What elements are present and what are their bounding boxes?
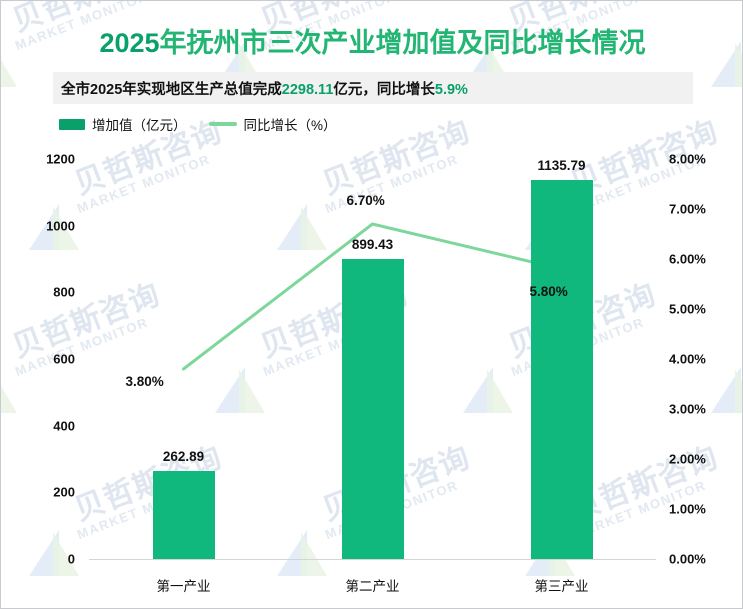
legend-line-label: 同比增长（%） <box>243 118 337 133</box>
legend-bar-label: 增加值（亿元） <box>92 118 187 133</box>
bar[interactable] <box>341 259 404 559</box>
bar[interactable] <box>152 471 215 559</box>
y-axis-right-tick: 7.00% <box>669 201 706 217</box>
y-axis-right-tick: 3.00% <box>669 401 706 417</box>
legend-bar-swatch-icon <box>59 118 85 130</box>
y-axis-left-tick: 1200 <box>46 151 75 167</box>
bar-value-label: 899.43 <box>351 237 394 253</box>
legend-line-swatch-icon <box>208 122 237 126</box>
subtitle-gdp-value: 2298.11 <box>281 81 334 98</box>
bar[interactable] <box>530 180 593 559</box>
subtitle-bar: 全市2025年实现地区生产总值完成2298.11亿元，同比增长5.9% <box>53 72 693 104</box>
y-axis-left-tick: 400 <box>53 418 75 434</box>
y-axis-left-tick: 200 <box>53 484 75 500</box>
category-label: 第三产业 <box>534 579 589 594</box>
y-axis-right-tick: 0.00% <box>669 551 706 567</box>
y-axis-right-tick: 8.00% <box>669 151 706 167</box>
line-value-label: 3.80% <box>125 374 164 389</box>
category-label: 第一产业 <box>156 579 211 594</box>
category-label: 第二产业 <box>345 579 400 594</box>
legend-item-line[interactable]: 同比增长（%） <box>208 114 337 134</box>
y-axis-left-tick: 600 <box>53 351 75 367</box>
y-axis-right-tick: 4.00% <box>669 351 706 367</box>
y-axis-right-tick: 2.00% <box>669 451 706 467</box>
y-axis-left-tick: 800 <box>53 284 75 300</box>
title-year: 2025 <box>99 28 160 58</box>
chart-legend: 增加值（亿元） 同比增长（%） <box>59 113 337 135</box>
bar-value-label: 262.89 <box>162 449 205 465</box>
legend-item-bar[interactable]: 增加值（亿元） <box>59 114 187 134</box>
bar-value-label: 1135.79 <box>537 158 586 174</box>
y-axis-right-tick: 1.00% <box>669 501 706 517</box>
growth-line <box>182 222 563 371</box>
x-axis-line <box>89 559 656 560</box>
subtitle-part2: 亿元，同比增长 <box>333 81 435 98</box>
subtitle-growth-value: 5.9% <box>434 81 468 98</box>
line-value-label: 6.70% <box>346 193 385 208</box>
line-value-label: 5.80% <box>529 284 568 299</box>
y-axis-right-tick: 5.00% <box>669 301 706 317</box>
y-axis-right-tick: 6.00% <box>669 251 706 267</box>
